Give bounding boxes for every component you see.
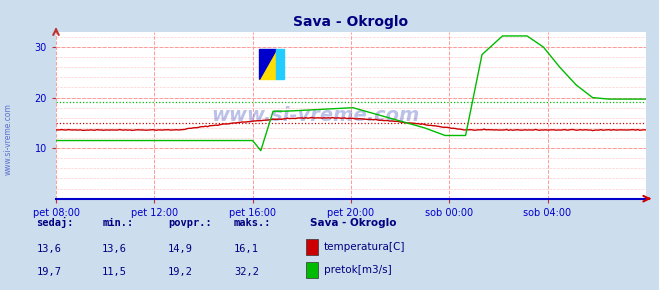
Text: 16,1: 16,1 (234, 244, 259, 254)
Text: Sava - Okroglo: Sava - Okroglo (310, 218, 396, 228)
Text: 19,2: 19,2 (168, 267, 193, 278)
Text: 11,5: 11,5 (102, 267, 127, 278)
Text: 13,6: 13,6 (36, 244, 61, 254)
Text: 13,6: 13,6 (102, 244, 127, 254)
Text: pretok[m3/s]: pretok[m3/s] (324, 265, 391, 276)
Text: sedaj:: sedaj: (36, 217, 74, 228)
Title: Sava - Okroglo: Sava - Okroglo (293, 15, 409, 29)
Text: 32,2: 32,2 (234, 267, 259, 278)
Text: temperatura[C]: temperatura[C] (324, 242, 405, 252)
Text: www.si-vreme.com: www.si-vreme.com (3, 103, 13, 175)
Polygon shape (260, 49, 276, 79)
Text: maks.:: maks.: (234, 218, 272, 228)
Polygon shape (276, 49, 284, 79)
Text: povpr.:: povpr.: (168, 218, 212, 228)
Polygon shape (260, 49, 276, 79)
Text: www.si-vreme.com: www.si-vreme.com (212, 106, 420, 125)
Text: 19,7: 19,7 (36, 267, 61, 278)
Text: min.:: min.: (102, 218, 133, 228)
Text: 14,9: 14,9 (168, 244, 193, 254)
